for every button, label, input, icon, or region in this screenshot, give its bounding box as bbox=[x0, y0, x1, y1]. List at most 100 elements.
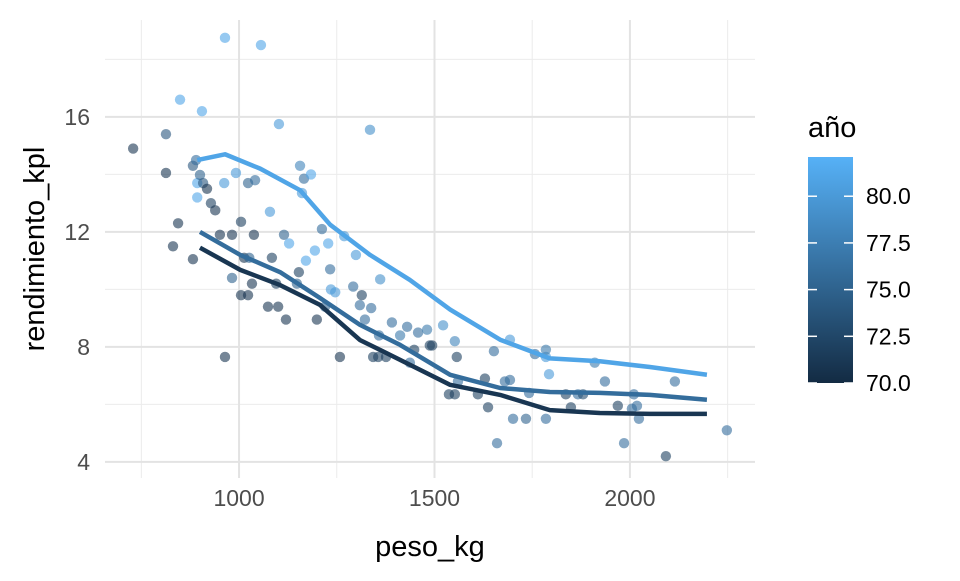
data-point bbox=[631, 400, 643, 412]
data-point bbox=[618, 438, 630, 449]
y-tick-label: 8 bbox=[77, 334, 90, 360]
data-point bbox=[316, 223, 328, 235]
y-tick-label: 16 bbox=[64, 104, 90, 130]
smooth-line bbox=[198, 245, 707, 417]
data-point bbox=[246, 278, 258, 289]
legend-tick-label: 72.5 bbox=[866, 323, 911, 349]
x-tick-label: 1500 bbox=[409, 485, 460, 511]
data-point bbox=[412, 327, 424, 338]
data-point bbox=[219, 32, 231, 44]
data-point bbox=[194, 169, 206, 181]
data-point bbox=[491, 438, 503, 449]
data-point bbox=[373, 351, 384, 363]
data-point bbox=[350, 249, 362, 261]
data-point bbox=[660, 450, 672, 462]
data-point bbox=[386, 317, 398, 328]
data-point bbox=[449, 389, 461, 400]
data-point bbox=[543, 369, 555, 380]
data-point bbox=[226, 272, 238, 284]
x-tick-label: 1000 bbox=[213, 485, 264, 511]
data-point bbox=[354, 300, 366, 311]
data-point bbox=[190, 154, 202, 166]
data-point bbox=[356, 289, 367, 301]
data-point bbox=[230, 167, 242, 179]
axis-ticks: 1000 1500 2000 4 8 12 16 bbox=[64, 104, 655, 511]
legend-title: año bbox=[808, 112, 856, 144]
data-point bbox=[127, 143, 139, 154]
data-point bbox=[201, 183, 213, 194]
data-point bbox=[266, 252, 278, 263]
y-tick-label: 12 bbox=[64, 219, 90, 245]
colorbar bbox=[808, 157, 853, 383]
data-point bbox=[347, 281, 359, 292]
data-point bbox=[226, 229, 238, 240]
legend-tick-label: 70.0 bbox=[866, 370, 911, 396]
data-point bbox=[365, 302, 377, 314]
data-point bbox=[359, 314, 371, 325]
data-point bbox=[612, 400, 624, 412]
data-point bbox=[262, 301, 274, 312]
data-point bbox=[219, 177, 230, 189]
data-point bbox=[309, 245, 321, 256]
data-point bbox=[280, 314, 292, 325]
data-point bbox=[294, 160, 306, 171]
data-point bbox=[669, 376, 681, 387]
data-point bbox=[449, 335, 461, 347]
data-point bbox=[334, 351, 346, 363]
data-point bbox=[174, 94, 186, 105]
data-point bbox=[219, 351, 231, 363]
data-point bbox=[633, 413, 645, 424]
legend: año 80.0 77.5 75.0 72.5 70.0 bbox=[808, 112, 911, 396]
data-point bbox=[451, 351, 462, 363]
data-point bbox=[187, 254, 199, 265]
data-point bbox=[249, 174, 261, 186]
data-point bbox=[507, 413, 519, 424]
x-tick-label: 2000 bbox=[604, 485, 655, 511]
data-point bbox=[248, 229, 260, 240]
y-axis-label: rendimiento_kpl bbox=[19, 147, 51, 352]
data-point bbox=[324, 264, 336, 275]
data-point bbox=[272, 301, 284, 312]
data-point bbox=[160, 167, 172, 179]
data-point bbox=[300, 255, 312, 266]
data-point bbox=[401, 321, 413, 332]
x-axis-label: peso_kg bbox=[375, 531, 485, 563]
data-point bbox=[330, 287, 341, 298]
data-point bbox=[437, 320, 449, 331]
legend-tick-label: 75.0 bbox=[866, 277, 911, 303]
data-point bbox=[273, 118, 285, 130]
data-point bbox=[255, 39, 267, 51]
y-tick-label: 4 bbox=[77, 449, 90, 475]
data-point bbox=[235, 216, 247, 228]
data-point bbox=[540, 344, 552, 355]
data-point bbox=[488, 346, 500, 357]
data-point bbox=[192, 192, 203, 203]
legend-tick-label: 77.5 bbox=[866, 230, 911, 256]
data-point bbox=[311, 314, 323, 325]
data-point bbox=[374, 274, 386, 285]
data-point bbox=[172, 218, 184, 229]
data-point bbox=[196, 105, 208, 117]
data-point bbox=[305, 169, 317, 180]
data-point bbox=[421, 324, 433, 335]
data-point bbox=[167, 241, 179, 252]
data-point bbox=[599, 376, 611, 387]
data-point bbox=[322, 238, 334, 249]
smooth-line bbox=[198, 229, 708, 403]
data-point bbox=[364, 124, 376, 136]
data-point bbox=[426, 340, 438, 351]
points bbox=[127, 32, 733, 462]
data-point bbox=[278, 229, 290, 240]
data-point bbox=[482, 402, 494, 413]
data-point bbox=[394, 330, 406, 341]
data-point bbox=[293, 266, 305, 278]
data-point bbox=[214, 229, 226, 240]
data-point bbox=[160, 128, 172, 140]
data-point bbox=[504, 374, 516, 386]
data-point bbox=[721, 425, 733, 436]
data-point bbox=[520, 413, 532, 424]
data-point bbox=[210, 205, 221, 216]
data-point bbox=[242, 289, 254, 301]
